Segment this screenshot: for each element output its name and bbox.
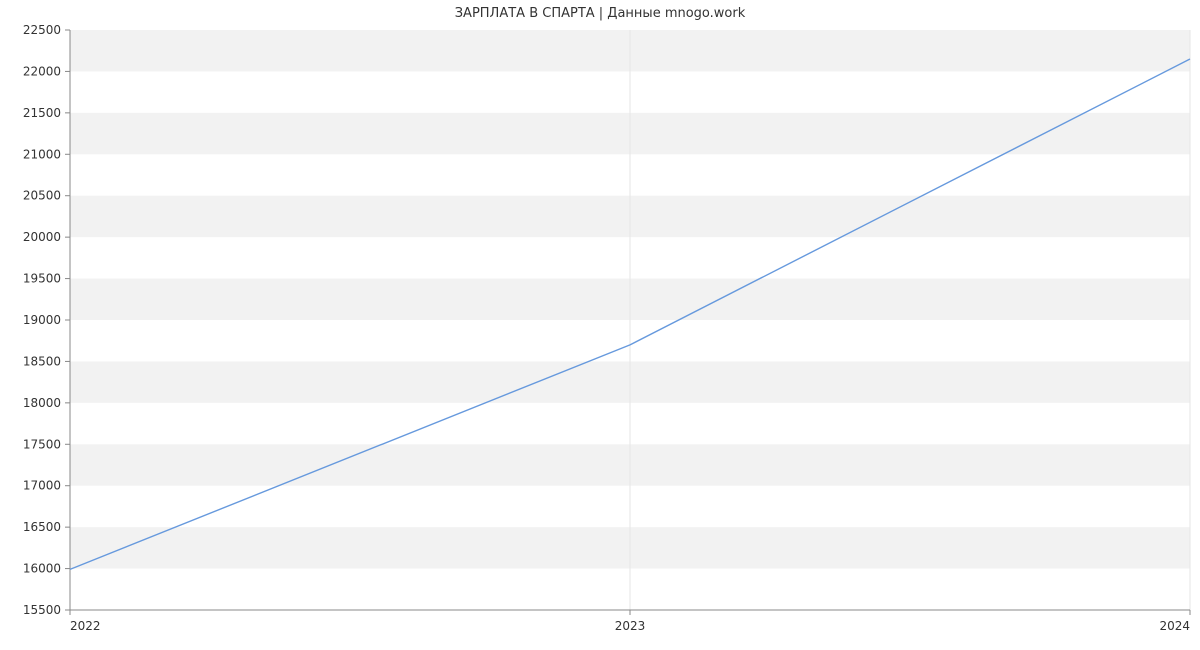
y-tick-label: 18000 (23, 396, 61, 410)
y-tick-label: 21500 (23, 106, 61, 120)
y-tick-label: 17000 (23, 479, 61, 493)
y-tick-label: 19000 (23, 313, 61, 327)
y-tick-label: 19500 (23, 272, 61, 286)
y-tick-label: 20000 (23, 230, 61, 244)
x-tick-label: 2024 (1159, 619, 1190, 633)
y-tick-label: 15500 (23, 603, 61, 617)
y-tick-label: 21000 (23, 147, 61, 161)
y-tick-label: 16500 (23, 520, 61, 534)
chart-svg: 15500 16000 16500 17000 17500 18000 18500 19000… (0, 0, 1200, 650)
x-tick-label: 2022 (70, 619, 101, 633)
y-tick-label: 22500 (23, 23, 61, 37)
y-tick-label: 18500 (23, 354, 61, 368)
x-tick-label: 2023 (615, 619, 646, 633)
y-tick-label: 17500 (23, 437, 61, 451)
y-tick-label: 16000 (23, 562, 61, 576)
y-tick-label: 20500 (23, 189, 61, 203)
y-tick-label: 22000 (23, 64, 61, 78)
salary-chart: ЗАРПЛАТА В СПАРТА | Данные mnogo.work 15… (0, 0, 1200, 650)
